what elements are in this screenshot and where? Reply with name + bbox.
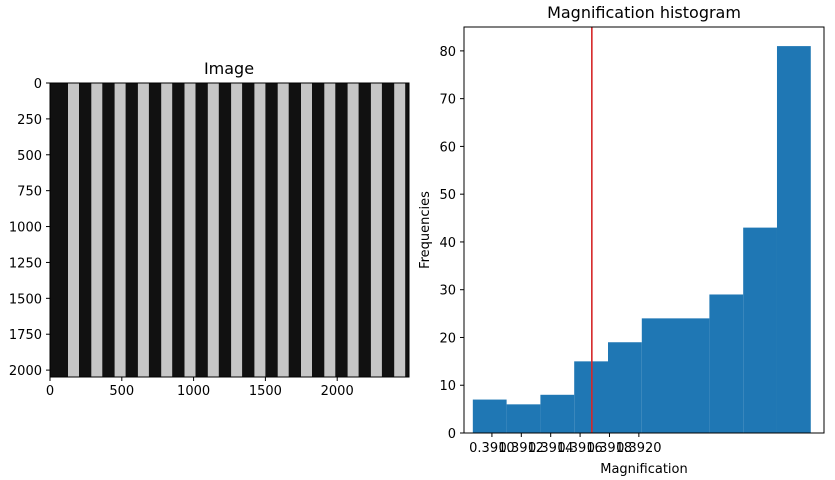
histogram-y-tick-label: 0 — [448, 427, 456, 442]
image-stripe — [394, 83, 406, 377]
histogram-bar — [776, 46, 811, 433]
image-stripe — [184, 83, 196, 377]
histogram-x-tick-label: 0.3910 — [469, 441, 515, 456]
histogram-y-label: Frequencies — [418, 191, 433, 269]
image-stripe — [254, 83, 266, 377]
image-stripe — [277, 83, 289, 377]
histogram-y-ticks: 0 10 20 30 40 50 60 70 80 — [439, 45, 464, 442]
image-y-tick-label: 2000 — [9, 364, 42, 379]
image-stripe — [68, 83, 79, 377]
histogram-panel: Magnification histogram 0.39100.39120.39… — [418, 3, 825, 477]
image-stripe — [301, 83, 312, 377]
histogram-bars — [472, 46, 811, 433]
histogram-title: Magnification histogram — [547, 3, 741, 22]
image-x-ticks: 0 500 1000 1500 2000 — [46, 377, 354, 399]
histogram-y-tick-label: 20 — [439, 331, 456, 346]
histogram-y-tick-label: 30 — [439, 284, 456, 299]
histogram-y-tick-label: 80 — [439, 45, 456, 60]
image-panel: Image 0 500 1000 1500 2000 0 250 500 750 1000 125… — [9, 59, 410, 399]
image-y-tick-label: 1000 — [9, 221, 42, 236]
image-y-ticks: 0 250 500 750 1000 1250 1500 1750 2000 — [9, 77, 50, 379]
image-y-tick-label: 750 — [17, 185, 42, 200]
histogram-y-tick-label: 60 — [439, 140, 456, 155]
image-y-tick-label: 500 — [17, 149, 42, 164]
image-stripe — [370, 83, 382, 377]
histogram-bar — [641, 318, 710, 433]
image-stripes — [50, 83, 409, 377]
histogram-bar — [540, 394, 575, 433]
histogram-bar — [709, 294, 744, 433]
image-stripe — [207, 83, 219, 377]
histogram-bar — [472, 399, 507, 433]
image-x-tick-label: 1000 — [177, 384, 210, 399]
image-y-tick-label: 1750 — [9, 328, 42, 343]
image-y-tick-label: 1250 — [9, 256, 42, 271]
histogram-bar — [608, 342, 642, 433]
histogram-y-tick-label: 70 — [439, 93, 456, 108]
image-stripe — [114, 83, 126, 377]
histogram-x-tick-label: 0.3916 — [557, 441, 603, 456]
histogram-x-tick-label: 0.3912 — [499, 441, 545, 456]
image-x-tick-label: 1500 — [249, 384, 282, 399]
image-stripe — [161, 83, 173, 377]
image-stripe — [231, 83, 243, 377]
image-x-tick-label: 500 — [109, 384, 134, 399]
image-y-tick-label: 1500 — [9, 292, 42, 307]
image-title: Image — [204, 59, 254, 78]
histogram-y-tick-label: 50 — [439, 188, 456, 203]
image-x-tick-label: 0 — [46, 384, 54, 399]
histogram-x-tick-label: 0.3918 — [587, 441, 633, 456]
image-y-tick-label: 250 — [17, 113, 42, 128]
image-y-tick-label: 0 — [34, 77, 42, 92]
histogram-bar — [743, 227, 777, 433]
histogram-x-label: Magnification — [600, 462, 688, 477]
image-stripe — [137, 83, 149, 377]
histogram-y-tick-label: 40 — [439, 236, 456, 251]
image-stripe — [347, 83, 359, 377]
histogram-y-tick-label: 10 — [439, 379, 456, 394]
histogram-bar — [506, 404, 541, 433]
histogram-frame — [463, 26, 825, 434]
image-frame — [49, 82, 410, 378]
image-stripe — [91, 83, 103, 377]
image-x-tick-label: 2000 — [321, 384, 354, 399]
image-stripe — [324, 83, 336, 377]
histogram-x-tick-label: 0.3914 — [528, 441, 574, 456]
histogram-x-tick-label: 0.3920 — [616, 441, 662, 456]
